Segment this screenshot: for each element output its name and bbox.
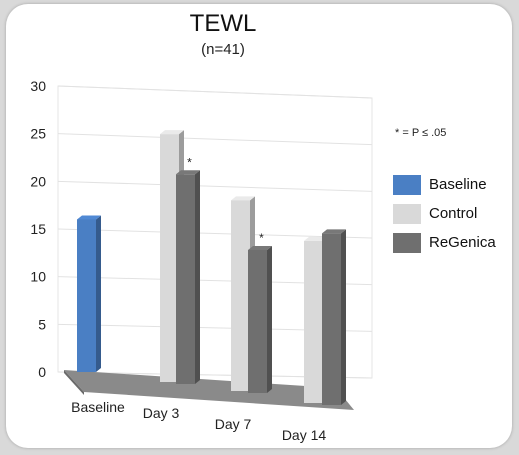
legend: Baseline Control ReGenica xyxy=(393,170,496,257)
gridline xyxy=(57,180,373,192)
bar xyxy=(248,250,267,393)
significance-marker: * xyxy=(187,155,192,169)
legend-label-regenica: ReGenica xyxy=(429,234,496,251)
plot-floor xyxy=(64,370,354,410)
significance-marker: * xyxy=(259,231,264,245)
gridline xyxy=(57,85,373,99)
chart-subtitle: (n=41) xyxy=(201,41,245,58)
gridline xyxy=(57,133,373,146)
bar xyxy=(176,174,195,384)
legend-swatch-control xyxy=(393,203,421,224)
chart-title: TEWL xyxy=(189,10,257,37)
y-tick-label: 20 xyxy=(30,173,46,189)
y-tick-label: 25 xyxy=(30,126,46,142)
bar-top xyxy=(176,170,200,175)
legend-item-control: Control xyxy=(393,199,496,228)
bar-top xyxy=(248,246,272,250)
legend-swatch-regenica xyxy=(393,232,421,253)
x-category-label: Day 14 xyxy=(282,427,327,443)
bar xyxy=(160,134,179,382)
gridline xyxy=(57,228,373,239)
bar-top xyxy=(77,215,101,220)
plot-floor-edge xyxy=(64,370,84,395)
y-tick-label: 15 xyxy=(30,221,46,237)
bar-side xyxy=(341,229,346,405)
y-tick-label: 10 xyxy=(30,269,46,285)
bar xyxy=(304,240,323,403)
bar xyxy=(322,233,341,405)
legend-item-regenica: ReGenica xyxy=(393,228,496,257)
bar-side xyxy=(96,215,101,372)
x-category-label: Day 3 xyxy=(143,405,180,421)
bar-side xyxy=(267,246,272,393)
bar xyxy=(77,219,96,372)
legend-label-baseline: Baseline xyxy=(429,176,487,193)
bar-side xyxy=(195,170,200,384)
x-category-label: Day 7 xyxy=(215,416,252,432)
y-tick-label: 5 xyxy=(38,316,46,332)
legend-swatch-baseline xyxy=(393,174,421,195)
significance-note: * = P ≤ .05 xyxy=(395,127,447,139)
y-tick-label: 0 xyxy=(38,364,46,380)
legend-item-baseline: Baseline xyxy=(393,170,496,199)
bar xyxy=(231,200,250,391)
bar-top xyxy=(322,229,346,234)
y-tick-label: 30 xyxy=(30,78,46,94)
x-category-label: Baseline xyxy=(71,399,125,415)
bar-top xyxy=(231,196,255,201)
legend-label-control: Control xyxy=(429,205,478,222)
bar-top xyxy=(160,130,184,135)
